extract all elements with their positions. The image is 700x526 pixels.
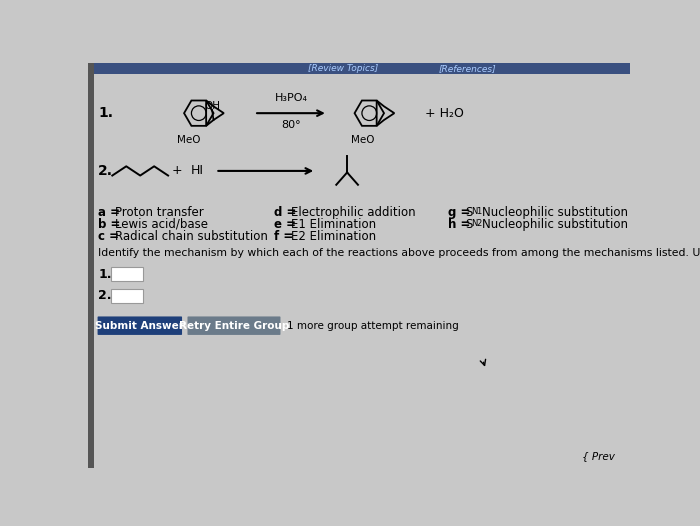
Text: 1.: 1. [98, 106, 113, 120]
Bar [111, 267, 144, 281]
Text: Submit Answer: Submit Answer [95, 321, 184, 331]
Text: 2.: 2. [98, 289, 112, 302]
Text: Electrophilic addition: Electrophilic addition [290, 206, 415, 219]
Text: c =: c = [98, 230, 119, 243]
Text: Retry Entire Group: Retry Entire Group [178, 321, 289, 331]
Text: N: N [471, 219, 477, 228]
Text: Proton transfer: Proton transfer [116, 206, 204, 219]
Text: g =: g = [448, 206, 470, 219]
Text: N: N [471, 207, 477, 216]
Text: H₃PO₄: H₃PO₄ [274, 93, 307, 103]
Text: 1: 1 [477, 207, 482, 216]
Bar [111, 289, 144, 302]
Text: S: S [465, 206, 472, 219]
Text: f =: f = [274, 230, 293, 243]
Text: Identify the mechanism by which each of the reactions above proceeds from among : Identify the mechanism by which each of … [98, 248, 700, 258]
Text: HI: HI [190, 165, 204, 177]
Text: b =: b = [98, 218, 120, 231]
FancyBboxPatch shape [188, 317, 281, 335]
Text: a =: a = [98, 206, 120, 219]
Text: E2 Elimination: E2 Elimination [290, 230, 376, 243]
Text: [References]: [References] [438, 64, 496, 73]
Text: Nucleophilic substitution: Nucleophilic substitution [482, 218, 628, 231]
Bar [88, 63, 630, 74]
Text: Lewis acid/base: Lewis acid/base [116, 218, 209, 231]
Text: [Review Topics]: [Review Topics] [308, 64, 379, 73]
Text: +: + [172, 165, 182, 177]
Text: 80°: 80° [281, 120, 301, 130]
Text: d =: d = [274, 206, 296, 219]
Text: e =: e = [274, 218, 295, 231]
Text: 2.: 2. [98, 164, 113, 178]
FancyBboxPatch shape [97, 317, 182, 335]
Text: MeO: MeO [351, 135, 374, 145]
Text: h =: h = [448, 218, 470, 231]
Text: OH: OH [204, 101, 220, 111]
Bar [88, 63, 94, 468]
Text: 1.: 1. [98, 268, 112, 280]
Text: Radical chain substitution: Radical chain substitution [116, 230, 268, 243]
Text: MeO: MeO [176, 135, 200, 145]
Text: + H₂O: + H₂O [426, 107, 464, 120]
Text: 1 more group attempt remaining: 1 more group attempt remaining [288, 321, 459, 331]
Text: 2: 2 [477, 219, 482, 228]
Text: { Prev: { Prev [582, 451, 615, 461]
Text: S: S [465, 218, 472, 231]
Text: Nucleophilic substitution: Nucleophilic substitution [482, 206, 628, 219]
Text: E1 Elimination: E1 Elimination [290, 218, 376, 231]
